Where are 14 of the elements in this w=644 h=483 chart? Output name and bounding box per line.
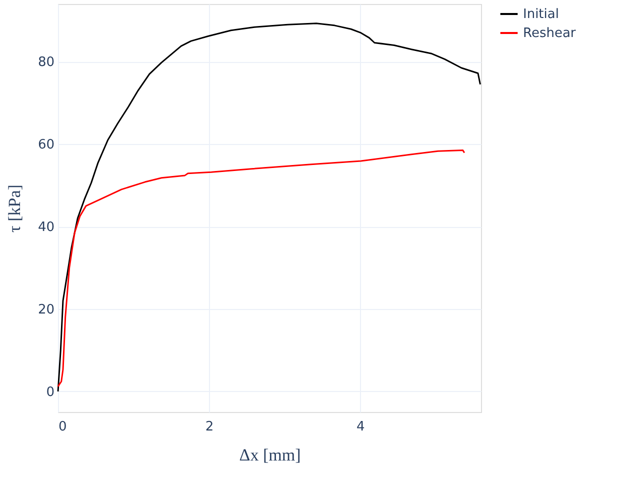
line-series (57, 22, 481, 392)
x-tick-label: 4 (356, 420, 365, 434)
legend-label: Initial (523, 7, 559, 22)
y-axis-title: τ [kPa] (4, 184, 24, 232)
x-axis-title: Δx [mm] (239, 446, 301, 464)
x-tick-label: 0 (58, 420, 67, 434)
y-tick-label: 0 (46, 384, 54, 400)
y-tick-label: 40 (38, 220, 54, 236)
y-tick-label: 60 (38, 138, 54, 153)
y-tick-label: 80 (38, 55, 54, 70)
legend-label: Reshear (523, 26, 576, 41)
y-tick-label: 20 (38, 302, 54, 318)
x-tick-label: 2 (205, 420, 214, 434)
line-series (57, 150, 466, 388)
